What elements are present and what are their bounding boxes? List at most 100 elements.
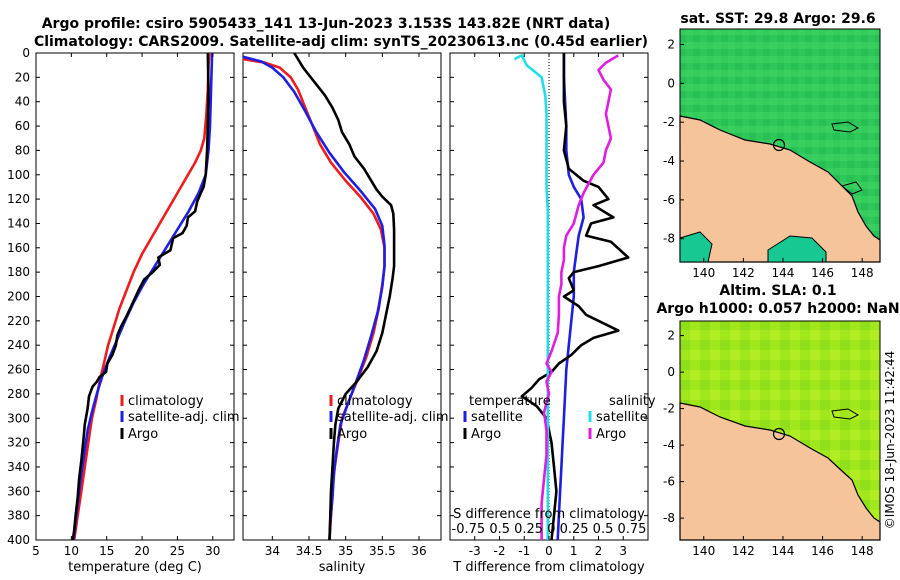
depth-tick-label: 20 — [15, 70, 30, 84]
x-tick-label: -3 — [469, 544, 481, 558]
map-x-tick-label: 144 — [772, 544, 795, 558]
difference-xlabel: T difference from climatology — [452, 560, 645, 575]
series-line-salinity-satellite — [513, 54, 550, 540]
x-tick-label: 20 — [134, 544, 149, 558]
sst-map — [679, 28, 881, 263]
map-x-tick-label: 140 — [692, 266, 715, 280]
legend-label-sal-argo: Argo — [596, 427, 626, 442]
sla-map-title-line1: Altim. SLA: 0.1 — [719, 283, 836, 299]
map-y-tick-label: 0 — [667, 365, 675, 379]
series-line-argo — [293, 52, 396, 541]
series-line-satellite-adj-clim — [72, 52, 214, 541]
x-tick-label: -1 — [518, 544, 530, 558]
map-y-tick-label: -6 — [663, 193, 675, 207]
depth-axis-ticks: 0 20 40 60 80 100 120 140 160 180 200 220 240 260 280 3… — [7, 46, 648, 547]
depth-tick-label: 280 — [7, 387, 30, 401]
map-y-tick-label: -8 — [663, 232, 675, 246]
depth-tick-label: 100 — [7, 168, 30, 182]
legend-title-temperature: temperature — [469, 394, 551, 409]
map-y-tick-label: 0 — [667, 76, 675, 90]
depth-tick-label: 260 — [7, 363, 30, 377]
map-y-tick-label: -8 — [663, 511, 675, 525]
depth-tick-label: 400 — [7, 533, 30, 547]
map-y-tick-label: -4 — [663, 154, 675, 168]
x-tick-label: 36 — [411, 544, 426, 558]
map-x-tick-label: 146 — [811, 266, 834, 280]
depth-tick-label: 300 — [7, 411, 30, 425]
series-line-salinity-argo — [540, 54, 619, 540]
map-x-tick-label: 142 — [732, 544, 755, 558]
temperature-xticks: 5 10 15 20 25 30 — [32, 53, 220, 558]
sla-map-yticks: 2 0 -2 -4 -6 -8 — [663, 329, 684, 525]
x-tick-label: 1 — [570, 544, 578, 558]
sst-map-xticks: 140 142 144 146 148 — [692, 258, 874, 280]
temperature-panel-frame — [35, 52, 235, 541]
sla-map-xticks: 140 142 144 146 148 — [692, 536, 874, 558]
salinity-diff-annotation-scale: -0.75 0.5 0.25 0 0.25 0.5 0.75 — [452, 522, 647, 537]
legend-label-temp-argo: Argo — [471, 427, 501, 442]
sla-map-frame — [679, 320, 881, 541]
salinity-legend: climatology satellite-adj. clim Argo — [329, 394, 449, 442]
depth-tick-label: 360 — [7, 484, 30, 498]
difference-legend: temperature salinity satellite Argo sate… — [463, 394, 656, 442]
figure-title-line2: Climatology: CARS2009. Satellite-adj cli… — [34, 34, 648, 50]
sla-island — [831, 408, 860, 420]
temperature-series — [71, 52, 214, 541]
x-tick-label: 35.5 — [369, 544, 396, 558]
series-line-temperature-satellite — [556, 53, 585, 541]
map-y-tick-label: -4 — [663, 438, 675, 452]
map-y-tick-label: 2 — [667, 329, 675, 343]
depth-tick-label: 160 — [7, 241, 30, 255]
map-y-tick-label: 2 — [667, 38, 675, 52]
sst-map-yticks: 2 0 -2 -4 -6 -8 — [663, 38, 684, 246]
legend-label-climatology: climatology — [128, 394, 204, 409]
x-tick-label: 15 — [99, 544, 114, 558]
x-tick-label: -2 — [494, 544, 506, 558]
depth-tick-label: 80 — [15, 143, 30, 157]
depth-tick-label: 320 — [7, 436, 30, 450]
map-x-tick-label: 146 — [811, 544, 834, 558]
series-line-climatology — [242, 57, 386, 541]
map-y-tick-label: -2 — [663, 402, 675, 416]
sst-map-title: sat. SST: 29.8 Argo: 29.6 — [680, 11, 875, 27]
series-line-satellite-adj-clim — [242, 55, 386, 541]
x-tick-label: 2 — [595, 544, 603, 558]
depth-tick-label: 120 — [7, 192, 30, 206]
sla-map-title-line2: Argo h1000: 0.057 h2000: NaN — [656, 301, 899, 317]
difference-xticks: -3 -2 -1 0 1 2 3 — [469, 53, 627, 558]
legend-title-salinity: salinity — [609, 394, 656, 409]
map-x-tick-label: 148 — [851, 266, 874, 280]
sst-island-2 — [840, 181, 863, 195]
argo-float-marker — [772, 427, 786, 441]
legend-label-sal-satellite: satellite — [596, 410, 648, 425]
legend-label-satellite: satellite-adj. clim — [337, 410, 449, 425]
legend-label-argo: Argo — [128, 427, 158, 442]
figure-title-line1: Argo profile: csiro 5905433_141 13-Jun-2… — [42, 16, 611, 32]
difference-series — [513, 53, 630, 541]
legend-label-climatology: climatology — [337, 394, 413, 409]
x-tick-label: 30 — [205, 544, 220, 558]
depth-tick-label: 0 — [22, 46, 30, 60]
map-x-tick-label: 142 — [732, 266, 755, 280]
x-tick-label: 34 — [265, 544, 280, 558]
depth-tick-label: 380 — [7, 509, 30, 523]
salinity-diff-annotation-title: S difference from climatology — [453, 507, 645, 522]
map-x-tick-label: 144 — [772, 266, 795, 280]
salinity-panel-frame — [242, 52, 442, 541]
x-tick-label: 34.5 — [296, 544, 323, 558]
temperature-xlabel: temperature (deg C) — [68, 560, 202, 575]
legend-label-argo: Argo — [337, 427, 367, 442]
x-tick-label: 5 — [32, 544, 40, 558]
imos-credit: ©IMOS 18-Jun-2023 11:42:44 — [883, 351, 897, 529]
depth-tick-label: 220 — [7, 314, 30, 328]
argo-float-marker — [772, 138, 786, 152]
sla-map — [679, 320, 881, 541]
salinity-series — [242, 52, 396, 541]
depth-tick-label: 40 — [15, 95, 30, 109]
map-x-tick-label: 148 — [851, 544, 874, 558]
x-tick-label: 0 — [545, 544, 553, 558]
map-x-tick-label: 140 — [692, 544, 715, 558]
series-line-temperature-argo — [520, 53, 630, 541]
legend-label-satellite: satellite-adj. clim — [128, 410, 240, 425]
